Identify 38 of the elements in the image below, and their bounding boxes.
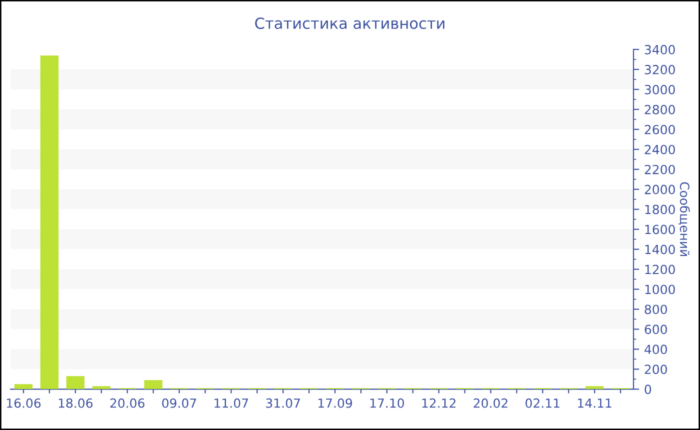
x-tick-label: 11.07 (214, 398, 248, 408)
bar (92, 386, 110, 390)
y-tick-label: 0 (644, 384, 652, 394)
bar (66, 376, 84, 390)
y-tick-label: 2800 (644, 104, 675, 114)
y-tick-label: 600 (644, 324, 667, 334)
x-tick-label: 16.06 (6, 398, 41, 408)
y-tick-label: 2600 (644, 124, 675, 134)
y-tick-label: 200 (644, 364, 667, 374)
x-tick-label: 20.02 (474, 398, 508, 408)
y-tick-label: 400 (644, 344, 667, 354)
x-tick-label: 17.10 (370, 398, 404, 408)
y-tick-label: 3200 (644, 64, 675, 74)
y-tick-label: 1400 (645, 244, 675, 254)
chart-title: Статистика активности (255, 17, 444, 30)
x-tick-label: 12.12 (422, 398, 456, 408)
bar (40, 55, 59, 390)
x-tick-label: 09.07 (162, 398, 196, 408)
bar (144, 380, 162, 390)
bar (14, 384, 33, 390)
y-tick-label: 1600 (645, 224, 675, 234)
x-tick-label: 18.06 (58, 398, 92, 408)
y-axis-title: Сообщений (678, 182, 690, 256)
x-tick-label: 02.11 (526, 398, 560, 408)
y-tick-label: 1800 (645, 204, 675, 214)
x-tick-label: 17.09 (318, 398, 352, 408)
y-tick-label: 2400 (644, 144, 675, 154)
bar (585, 386, 604, 390)
y-tick-label: 3000 (644, 84, 675, 94)
y-tick-label: 3400 (644, 44, 675, 54)
y-tick-label: 1000 (645, 284, 675, 294)
y-tick-label: 800 (644, 304, 667, 314)
y-tick-label: 2200 (644, 164, 675, 174)
x-tick-label: 14.11 (578, 398, 612, 408)
x-tick-label: 20.06 (110, 398, 144, 408)
y-tick-label: 1200 (645, 264, 675, 274)
x-tick-label: 31.07 (266, 398, 300, 408)
y-tick-label: 2000 (644, 184, 675, 194)
